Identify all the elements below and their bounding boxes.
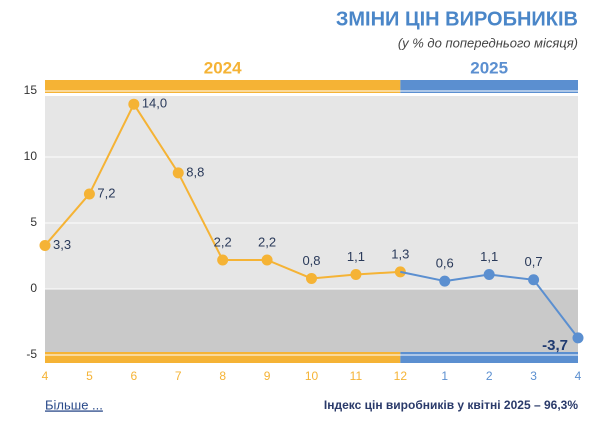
x-tick-label: 10 — [305, 369, 319, 383]
y-tick-label: 0 — [30, 281, 37, 295]
data-label: 3,3 — [53, 237, 71, 252]
x-tick-label: 11 — [350, 369, 363, 383]
year-label: 2025 — [470, 58, 508, 77]
x-tick-label: 12 — [394, 369, 408, 383]
data-label: 7,2 — [97, 185, 115, 200]
year-band — [400, 352, 578, 363]
x-tick-label: 6 — [130, 369, 137, 383]
chart-title: ЗМІНИ ЦІН ВИРОБНИКІВ — [336, 8, 578, 30]
data-point — [39, 239, 51, 251]
data-label: -3,7 — [542, 337, 568, 354]
data-label: 8,8 — [186, 164, 204, 179]
data-point — [483, 268, 495, 280]
connector-line — [400, 270, 445, 283]
y-tick-label: 15 — [24, 83, 38, 97]
x-tick-label: 3 — [530, 369, 537, 383]
year-label: 2024 — [204, 58, 242, 77]
chart-subtitle: (у % до попереднього місяця) — [398, 35, 578, 50]
more-link[interactable]: Більше ... — [45, 397, 103, 412]
x-tick-label: 8 — [219, 369, 226, 383]
y-tick-label: 5 — [30, 215, 37, 229]
year-band — [400, 80, 578, 93]
data-label: 2,2 — [258, 234, 276, 249]
footer-note: Індекс цін виробників у квітні 2025 – 96… — [324, 398, 578, 412]
data-label: 1,3 — [391, 246, 409, 261]
x-tick-label: 4 — [575, 369, 582, 383]
data-label: 0,8 — [302, 253, 320, 268]
data-point — [83, 188, 95, 200]
x-tick-label: 9 — [264, 369, 271, 383]
data-point — [350, 268, 362, 280]
data-point — [528, 274, 540, 286]
negative-background — [45, 289, 578, 352]
data-label: 1,1 — [347, 249, 365, 264]
x-tick-label: 4 — [42, 369, 49, 383]
year-band — [45, 352, 401, 363]
data-point — [306, 272, 317, 284]
data-point — [217, 254, 229, 266]
year-band — [45, 80, 401, 93]
series-line — [444, 273, 579, 339]
data-point — [261, 254, 273, 266]
y-tick-label: 10 — [24, 149, 38, 163]
x-tick-label: 5 — [86, 369, 93, 383]
y-tick-label: -5 — [26, 347, 37, 361]
data-point — [172, 167, 184, 179]
x-tick-label: 1 — [441, 369, 448, 383]
plot-background — [45, 96, 578, 289]
data-point — [128, 98, 140, 110]
x-tick-label: 7 — [175, 369, 182, 383]
data-label: 0,6 — [436, 256, 454, 271]
x-tick-label: 2 — [486, 369, 493, 383]
data-label: 2,2 — [214, 234, 232, 249]
data-label: 14,0 — [142, 96, 167, 111]
data-point — [439, 275, 451, 287]
data-point — [572, 332, 584, 344]
data-label: 1,1 — [480, 249, 498, 264]
data-label: 0,7 — [525, 254, 543, 269]
